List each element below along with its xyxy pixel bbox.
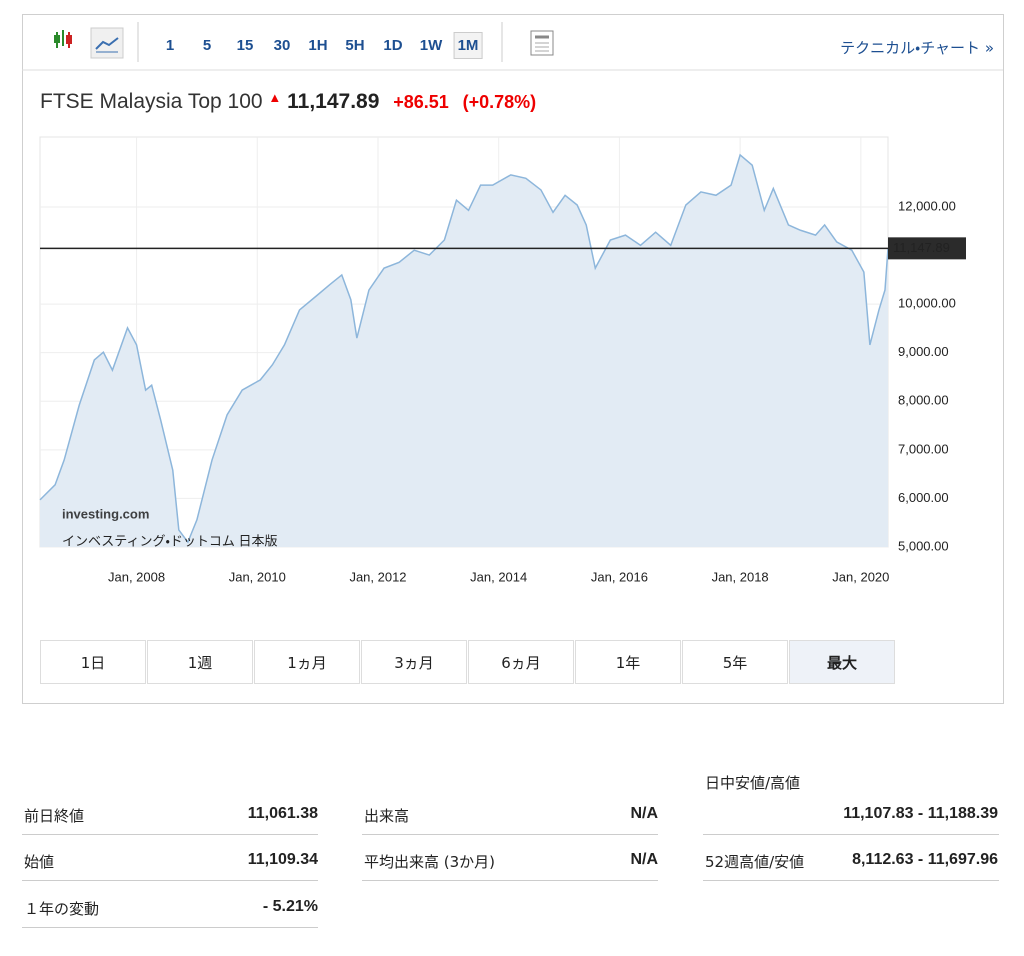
stat-label: 52週高値/安値 [705,853,805,871]
interval-button[interactable]: 1 [165,37,175,54]
y-tick-label: 6,000.00 [898,490,949,505]
stat-divider [22,927,318,928]
interval-button[interactable]: 5 [202,37,212,54]
toolbar-icons [22,22,1003,71]
stat-divider [22,880,318,881]
interval-button[interactable]: 5H [345,37,365,54]
period-button[interactable]: 5年 [682,640,788,684]
stat-value: 11,109.34 [247,851,318,868]
stat-label: 出来高 [364,807,410,825]
stat-divider [703,834,999,835]
stat-divider [22,834,318,835]
x-tick-label: Jan, 2018 [712,569,769,584]
change: +86.51 [393,92,449,112]
interval-button[interactable]: 1D [383,37,403,54]
watermark-sub: インベスティング・ドットコム 日本版 [62,533,278,548]
x-tick-label: Jan, 2014 [470,569,527,584]
period-button[interactable]: 1日 [40,640,146,684]
stat-divider [362,880,658,881]
stat-value: 11,107.83 - 11,188.39 [843,805,998,822]
chart: 5,000.00 6,000.00 7,000.00 8,000.00 9,000.00… [39,136,966,584]
x-tick-label: Jan, 2012 [349,569,406,584]
instrument-header: FTSE Malaysia Top 100 ▲ 11,147.89 +86.51… [40,90,536,114]
stat-divider [362,834,658,835]
last-price-label: 11,147.89 [893,240,950,255]
y-tick-label: 5,000.00 [898,538,949,553]
interval-button[interactable]: 1W [419,37,443,54]
interval-button[interactable]: 30 [273,37,291,54]
last-price: 11,147.89 [287,90,380,113]
y-tick-label: 10,000.00 [898,296,956,311]
stat-value: N/A [630,805,658,822]
stat-label: １年の変動 [24,900,100,918]
x-tick-label: Jan, 2008 [108,569,165,584]
technical-chart-link[interactable]: テクニカル・チャート » [840,39,994,57]
watermark: investing.com [62,506,149,521]
chart-widget [22,14,1004,704]
stat-value: - 5.21% [262,898,318,915]
area-fill [40,154,888,547]
last-price-tag [888,237,966,260]
candlestick-icon[interactable] [54,30,72,48]
stat-value: N/A [630,851,658,868]
x-tick-label: Jan, 2016 [591,569,648,584]
stat-value: 11,061.38 [247,805,318,822]
interval-button[interactable]: 1M [453,32,483,59]
x-tick-label: Jan, 2010 [229,569,286,584]
stat-label: 日中安値/高値 [705,774,801,792]
stat-label: 前日終値 [24,807,85,825]
y-tick-label: 7,000.00 [898,441,949,456]
period-button[interactable]: 6ヵ月 [468,640,574,684]
change-percent: (+0.78%) [462,92,537,112]
stat-value: 8,112.63 - 11,697.96 [852,851,998,868]
y-tick-label: 8,000.00 [898,393,949,408]
y-tick-label: 12,000.00 [898,198,956,213]
period-button[interactable]: 最大 [789,640,895,684]
period-button[interactable]: 1週 [147,640,253,684]
period-button[interactable]: 3ヵ月 [361,640,467,684]
stat-divider [703,880,999,881]
x-tick-label: Jan, 2020 [832,569,889,584]
period-button[interactable]: 1ヵ月 [254,640,360,684]
y-tick-label: 9,000.00 [898,344,949,359]
settings-icon[interactable] [530,30,554,56]
interval-button[interactable]: 1H [308,37,328,54]
instrument-name: FTSE Malaysia Top 100 [40,90,263,113]
up-arrow: ▲ [268,90,282,105]
stat-label: 平均出来高 (3か月) [364,853,496,871]
stat-label: 始値 [24,853,55,871]
period-button[interactable]: 1年 [575,640,681,684]
line [39,153,889,544]
interval-button[interactable]: 15 [236,37,254,54]
